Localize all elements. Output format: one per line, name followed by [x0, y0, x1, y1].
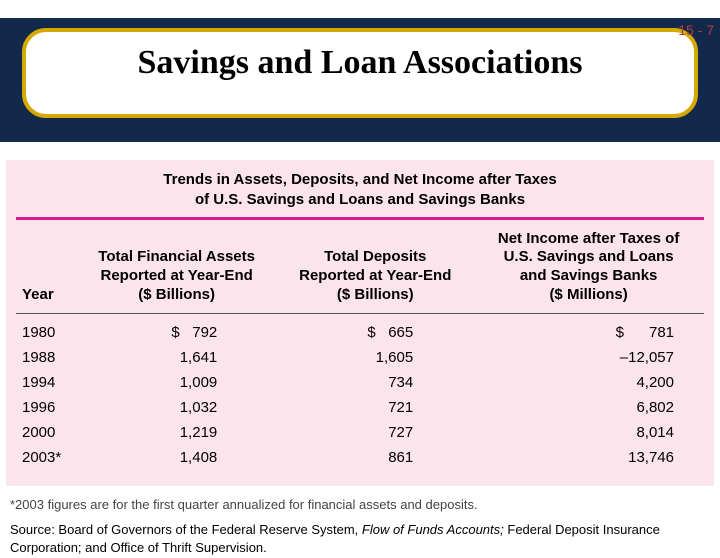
col-header-netincome-l1: Net Income after Taxes of: [498, 230, 679, 247]
table-row: 2000 1,219 727 8,014: [16, 420, 704, 445]
cell-deposits: 1,605: [277, 345, 473, 370]
cell-netincome: 4,200: [473, 370, 704, 395]
source-prefix: Source: Board of Governors of the Federa…: [10, 522, 362, 537]
slide-title: Savings and Loan Associations: [56, 44, 664, 82]
cell-assets: 1,009: [76, 370, 277, 395]
source-line: Source: Board of Governors of the Federa…: [10, 521, 710, 556]
cell-netincome: 13,746: [473, 445, 704, 470]
cell-year: 2000: [16, 420, 76, 445]
cell-deposits: 861: [277, 445, 473, 470]
cell-year: 2003*: [16, 445, 76, 470]
cell-assets: 1,641: [76, 345, 277, 370]
cell-assets: $ 792: [76, 320, 277, 345]
source-italic: Flow of Funds Accounts;: [362, 522, 507, 537]
table-rule: [16, 217, 704, 220]
cell-assets: 1,032: [76, 395, 277, 420]
table-panel: Trends in Assets, Deposits, and Net Inco…: [6, 160, 714, 486]
cell-year: 1988: [16, 345, 76, 370]
col-header-deposits-l1: Total Deposits: [324, 248, 426, 265]
header-underline: [16, 313, 704, 314]
col-header-deposits: Total Deposits Reported at Year-End ($ B…: [277, 228, 473, 313]
col-header-assets-l3: ($ Billions): [138, 286, 215, 303]
col-header-assets: Total Financial Assets Reported at Year-…: [76, 228, 277, 313]
cell-deposits: 727: [277, 420, 473, 445]
table-title-line1: Trends in Assets, Deposits, and Net Inco…: [163, 171, 556, 188]
table-row: 1980 $ 792 $ 665 $ 781: [16, 320, 704, 345]
table-title: Trends in Assets, Deposits, and Net Inco…: [16, 170, 704, 211]
cell-deposits: 721: [277, 395, 473, 420]
cell-assets: 1,219: [76, 420, 277, 445]
table-title-line2: of U.S. Savings and Loans and Savings Ba…: [195, 191, 525, 208]
header-band: Savings and Loan Associations: [0, 18, 720, 142]
cell-year: 1980: [16, 320, 76, 345]
table-row: 1988 1,641 1,605 –12,057: [16, 345, 704, 370]
cell-netincome: –12,057: [473, 345, 704, 370]
col-header-assets-l1: Total Financial Assets: [98, 248, 255, 265]
col-header-deposits-l2: Reported at Year-End: [299, 267, 451, 284]
col-header-netincome-l4: ($ Millions): [549, 286, 627, 303]
table-row: 1994 1,009 734 4,200: [16, 370, 704, 395]
cell-netincome: 6,802: [473, 395, 704, 420]
title-bubble: Savings and Loan Associations: [22, 28, 698, 118]
col-header-assets-l2: Reported at Year-End: [101, 267, 253, 284]
col-header-deposits-l3: ($ Billions): [337, 286, 414, 303]
cell-year: 1996: [16, 395, 76, 420]
cell-assets: 1,408: [76, 445, 277, 470]
cell-netincome: 8,014: [473, 420, 704, 445]
table-row: 1996 1,032 721 6,802: [16, 395, 704, 420]
cell-year: 1994: [16, 370, 76, 395]
footnote: *2003 figures are for the first quarter …: [10, 496, 710, 514]
col-header-netincome-l2: U.S. Savings and Loans: [504, 248, 674, 265]
col-header-year: Year: [16, 228, 76, 313]
col-header-netincome: Net Income after Taxes of U.S. Savings a…: [473, 228, 704, 313]
cell-deposits: $ 665: [277, 320, 473, 345]
cell-netincome: $ 781: [473, 320, 704, 345]
data-table: Year Total Financial Assets Reported at …: [16, 228, 704, 470]
cell-deposits: 734: [277, 370, 473, 395]
page-number: 15 - 7: [678, 22, 714, 38]
col-header-netincome-l3: and Savings Banks: [520, 267, 658, 284]
table-row: 2003* 1,408 861 13,746: [16, 445, 704, 470]
